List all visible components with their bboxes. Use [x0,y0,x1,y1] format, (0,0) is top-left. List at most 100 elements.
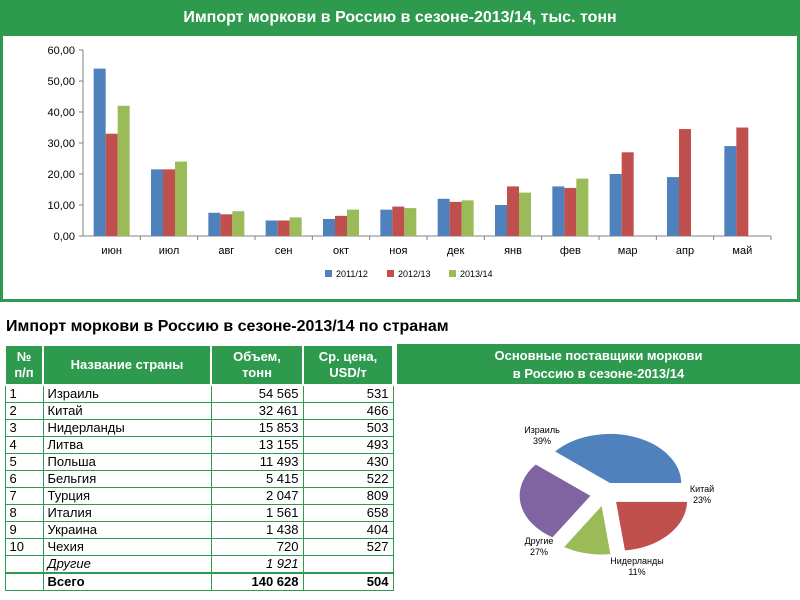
bar-chart: 0,00 10,00 20,00 30,00 40,00 50,00 60,00 июн июл… [47,45,772,279]
bar-2012/13-ноя [392,206,405,236]
legend-swatch [325,270,332,277]
pie-slice-Нидерланды [562,503,612,556]
x-tick-label: июл [159,245,180,257]
pie-label: Израиль [524,425,560,435]
bar-2012/13-дек [449,201,462,236]
row-country: Китай [42,402,212,420]
bar-2011/12-фев [552,186,565,236]
bar-2011/12-июл [151,169,163,236]
table-row: 6 Бельгия 5 415 522 [4,470,394,488]
row-num: 9 [4,521,44,539]
bar-2012/13-янв [507,186,519,236]
table-row: 8 Италия 1 561 658 [4,504,394,522]
table-row: 2 Китай 32 461 466 [4,402,394,420]
bar-2011/12-янв [495,205,507,236]
x-tick-label: янв [504,245,522,257]
header-volume: Объем, тонн [210,344,304,386]
row-num: 4 [4,436,44,454]
row-price [302,555,394,574]
row-volume: 720 [210,538,304,556]
bar-2013/14-фев [576,178,589,236]
bar-2011/12-мар [609,174,622,236]
row-price: 430 [302,453,394,471]
table-row: 3 Нидерланды 15 853 503 [4,419,394,437]
table-row: 10 Чехия 720 527 [4,538,394,556]
row-country: Нидерланды [42,419,212,437]
bar-2012/13-июн [105,133,118,236]
y-tick-label: 20,00 [47,169,75,181]
row-volume: 1 921 [210,555,304,574]
row-price: 658 [302,504,394,522]
row-volume: 13 155 [210,436,304,454]
row-country: Литва [42,436,212,454]
row-price: 466 [302,402,394,420]
row-price: 503 [302,419,394,437]
bar-2012/13-апр [679,129,691,236]
row-volume: 11 493 [210,453,304,471]
pie-slice-Израиль [553,432,683,484]
row-price: 504 [302,572,394,591]
bar-2013/14-авг [232,211,245,236]
row-country: Польша [42,453,212,471]
import-table: № п/п Название страны Объем, тонн Ср. цена… [4,344,394,591]
row-country: Украина [42,521,212,539]
bar-2011/12-ноя [380,209,393,236]
table-title: Импорт моркови в Россию в сезоне-2013/14… [6,318,449,335]
table-row-other: Другие 1 921 [4,555,394,574]
pie-label: Другие [525,536,554,546]
bar-2011/12-сен [265,220,278,236]
table-row-total: Всего 140 628 504 [4,572,394,591]
row-price: 522 [302,470,394,488]
table-row: 1 Израиль 54 565 531 [4,384,394,403]
x-tick-label: июн [101,245,121,257]
row-num: 7 [4,487,44,505]
row-volume: 5 415 [210,470,304,488]
x-tick-label: фев [560,245,581,257]
row-country: Другие [42,555,212,574]
pie-percent: 27% [530,547,548,557]
pie-slice-Китай [614,500,689,552]
bar-2011/12-июн [93,68,106,236]
bar-2012/13-июл [163,169,175,236]
table-header-row: № п/п Название страны Объем, тонн Ср. цена… [4,344,394,386]
row-volume: 1 561 [210,504,304,522]
row-price: 809 [302,487,394,505]
bar-2013/14-окт [347,209,359,236]
header-country: Название страны [42,344,212,386]
row-num: 2 [4,402,44,420]
pie-percent: 11% [628,567,645,577]
bar-2011/12-авг [208,212,221,236]
bar-2011/12-май [724,146,737,236]
row-volume: 1 438 [210,521,304,539]
row-volume: 15 853 [210,419,304,437]
bar-2013/14-сен [289,217,302,236]
table-row: 9 Украина 1 438 404 [4,521,394,539]
row-num: 10 [4,538,44,556]
y-tick-label: 30,00 [47,138,75,150]
row-price: 493 [302,436,394,454]
bar-2011/12-дек [437,198,450,236]
header-num: № п/п [4,344,44,386]
y-tick-label: 60,00 [47,45,75,57]
pie-label: Китай [690,484,714,494]
table-row: 4 Литва 13 155 493 [4,436,394,454]
row-num [4,572,44,591]
row-num: 3 [4,419,44,437]
y-tick-label: 50,00 [47,76,75,88]
row-num: 8 [4,504,44,522]
bar-2012/13-сен [277,220,290,236]
legend-label: 2013/14 [460,269,493,279]
row-volume: 54 565 [210,384,304,403]
row-volume: 140 628 [210,572,304,591]
bar-2013/14-ноя [404,208,417,236]
row-country: Италия [42,504,212,522]
chart-title-banner: Импорт моркови в Россию в сезоне-2013/14… [0,0,800,36]
legend-label: 2011/12 [336,269,368,279]
legend-swatch [387,270,394,277]
x-tick-label: май [732,245,752,257]
table-row: 7 Турция 2 047 809 [4,487,394,505]
pie-label: Нидерланды [610,556,663,566]
bar-2012/13-мар [621,152,634,236]
header-price: Ср. цена, USD/т [302,344,394,386]
